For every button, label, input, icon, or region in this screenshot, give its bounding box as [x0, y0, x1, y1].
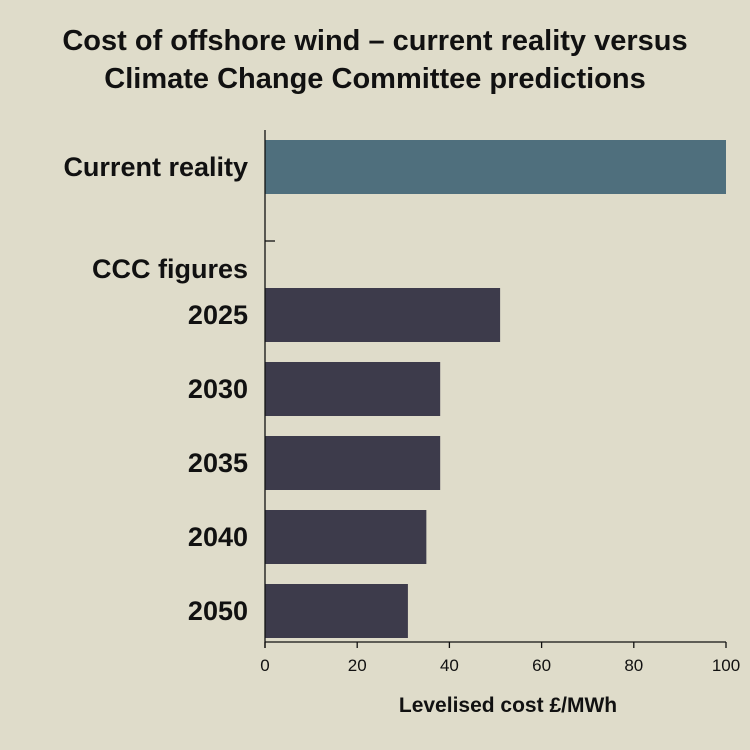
x-tick-label-100: 100	[712, 656, 740, 675]
chart-title: Cost of offshore wind – current reality …	[0, 22, 750, 98]
x-tick-label-40: 40	[440, 656, 459, 675]
bar-2030	[265, 362, 441, 416]
category-label-2030: 2030	[188, 374, 248, 404]
bar-current-reality	[265, 140, 726, 194]
chart-title-line-1: Cost of offshore wind – current reality …	[62, 25, 688, 57]
bar-2035	[265, 436, 441, 490]
category-label-2040: 2040	[188, 522, 248, 552]
bar-2050	[265, 584, 408, 638]
bars-layer: Current reality 2025 2030 2035 2040 2050	[63, 140, 726, 638]
x-tick-label-0: 0	[260, 656, 269, 675]
x-tick-label-60: 60	[532, 656, 551, 675]
x-axis-title: Levelised cost £/MWh	[399, 694, 617, 717]
x-tick-label-20: 20	[348, 656, 367, 675]
bar-2040	[265, 510, 427, 564]
category-label-2025: 2025	[188, 300, 248, 330]
axes-layer: 0 20 40 60 80 100	[260, 130, 740, 675]
category-label-2050: 2050	[188, 596, 248, 626]
category-label-current-reality: Current reality	[63, 152, 248, 182]
x-tick-label-80: 80	[624, 656, 643, 675]
chart-title-line-2: Climate Change Committee predictions	[104, 63, 646, 95]
bar-2025	[265, 288, 501, 342]
group-label-ccc-figures: CCC figures	[92, 254, 248, 284]
category-label-2035: 2035	[188, 448, 248, 478]
